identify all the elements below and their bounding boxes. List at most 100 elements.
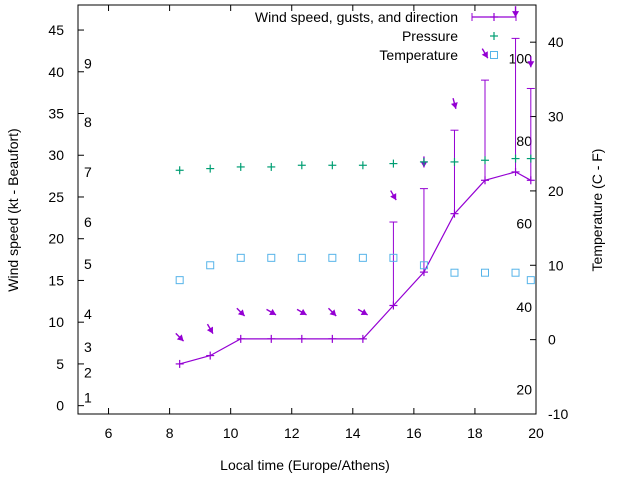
legend-sample-wind xyxy=(471,13,517,21)
y-right-tick-label: 20 xyxy=(548,183,564,199)
pressure-point xyxy=(511,154,520,163)
wind-direction-arrow xyxy=(357,308,368,316)
temperature-point xyxy=(450,268,459,277)
arrow-head xyxy=(269,308,277,315)
temperature-point xyxy=(206,261,215,270)
x-tick-label: 12 xyxy=(284,425,300,441)
beaufort-label: 8 xyxy=(84,114,92,130)
legend-label-wind: Wind speed, gusts, and direction xyxy=(255,9,458,25)
y-left-tick-label: 25 xyxy=(48,189,64,205)
x-axis-title: Local time (Europe/Athens) xyxy=(220,457,390,473)
y-left-tick-label: 45 xyxy=(48,22,64,38)
wind-direction-arrow xyxy=(206,323,214,334)
wind-direction-arrow xyxy=(390,190,397,201)
pressure-point xyxy=(419,157,428,166)
y-left-tick-label: 30 xyxy=(48,147,64,163)
y-left-tick-label: 10 xyxy=(48,314,64,330)
arrow-head xyxy=(390,193,397,201)
temperature-point xyxy=(526,276,535,285)
wind-speed-point xyxy=(236,334,245,343)
y-left-tick-label: 35 xyxy=(48,106,64,122)
wind-direction-arrow xyxy=(236,307,246,317)
wind-direction-arrow xyxy=(481,48,489,59)
wind-speed-point xyxy=(297,334,306,343)
scale-labels: 1 2 3 4 5 6 7 8 9 20 40 60 80 100 xyxy=(84,51,532,406)
temperature-point xyxy=(481,268,490,277)
temperature-point xyxy=(419,261,428,270)
fahrenheit-label: 20 xyxy=(516,381,532,397)
legend-sample-temperature xyxy=(490,51,498,59)
wind-direction-arrow xyxy=(266,308,277,316)
wind-speed-point xyxy=(206,351,215,360)
y-right-tick-label: 40 xyxy=(548,34,564,50)
beaufort-label: 5 xyxy=(84,256,92,272)
wind-speed-point xyxy=(267,334,276,343)
y-right-tick-label: 10 xyxy=(548,257,564,273)
legend: Wind speed, gusts, and direction Pressur… xyxy=(255,9,517,63)
temperature-point xyxy=(358,253,367,262)
pressure-point xyxy=(481,156,490,165)
y-right-tick-label: 30 xyxy=(548,109,564,125)
arrow-head xyxy=(527,61,535,68)
fahrenheit-label: 100 xyxy=(509,51,533,67)
wind-speed-line xyxy=(179,171,532,365)
legend-label-temperature: Temperature xyxy=(379,47,458,63)
pressure-point xyxy=(297,161,306,170)
arrow-head xyxy=(237,309,245,317)
axis-ticks: 6 8 10 12 14 16 18 20051015202530354045-1001020… xyxy=(48,5,568,441)
wind-direction-arrow xyxy=(175,332,185,342)
temperature-point xyxy=(267,253,276,262)
temperature-point xyxy=(389,253,398,262)
legend-sample-pressure xyxy=(490,32,498,40)
x-tick-label: 14 xyxy=(345,425,361,441)
beaufort-label: 4 xyxy=(84,306,92,322)
y-left-tick-label: 20 xyxy=(48,231,64,247)
x-tick-label: 6 xyxy=(105,425,113,441)
x-tick-label: 16 xyxy=(406,425,422,441)
y-left-axis-title: Wind speed (kt - Beaufort) xyxy=(5,128,21,291)
y-right-axis-title: Temperature (C - F) xyxy=(589,149,605,272)
y-right-tick-label: -10 xyxy=(548,406,568,422)
legend-pressure-point xyxy=(490,32,498,40)
legend-wind-point xyxy=(490,13,498,21)
x-tick-label: 18 xyxy=(467,425,483,441)
beaufort-label: 7 xyxy=(84,164,92,180)
beaufort-label: 6 xyxy=(84,214,92,230)
temperature-point xyxy=(297,253,306,262)
y-left-tick-label: 40 xyxy=(48,64,64,80)
beaufort-label: 1 xyxy=(84,389,92,405)
wind-speed-point xyxy=(175,359,184,368)
pressure-point xyxy=(175,166,184,175)
wind-direction-arrow xyxy=(527,56,535,68)
pressure-point xyxy=(236,162,245,171)
pressure-point xyxy=(526,154,535,163)
x-tick-label: 8 xyxy=(166,425,174,441)
arrow-head xyxy=(176,334,184,342)
fahrenheit-label: 60 xyxy=(516,216,532,232)
series-layer xyxy=(175,6,535,368)
pressure-point xyxy=(358,161,367,170)
wind-direction-arrow xyxy=(327,307,337,317)
arrow-head xyxy=(481,51,488,59)
y-left-tick-label: 15 xyxy=(48,272,64,288)
pressure-point xyxy=(267,162,276,171)
legend-temperature-point xyxy=(490,51,498,59)
beaufort-label: 3 xyxy=(84,339,92,355)
wind-direction-arrow xyxy=(450,98,458,109)
y-left-tick-label: 5 xyxy=(56,356,64,372)
legend-label-pressure: Pressure xyxy=(402,28,458,44)
temperature-point xyxy=(175,276,184,285)
arrow-head xyxy=(299,308,307,315)
arrow-head xyxy=(360,308,368,315)
wind-speed-point xyxy=(328,334,337,343)
temperature-point xyxy=(511,268,520,277)
arrow-head xyxy=(450,102,458,109)
wind-speed-point xyxy=(358,334,367,343)
fahrenheit-label: 40 xyxy=(516,299,532,315)
temperature-point xyxy=(328,253,337,262)
fahrenheit-label: 80 xyxy=(516,133,532,149)
pressure-point xyxy=(328,161,337,170)
x-tick-label: 10 xyxy=(223,425,239,441)
plot-frame xyxy=(77,4,537,415)
